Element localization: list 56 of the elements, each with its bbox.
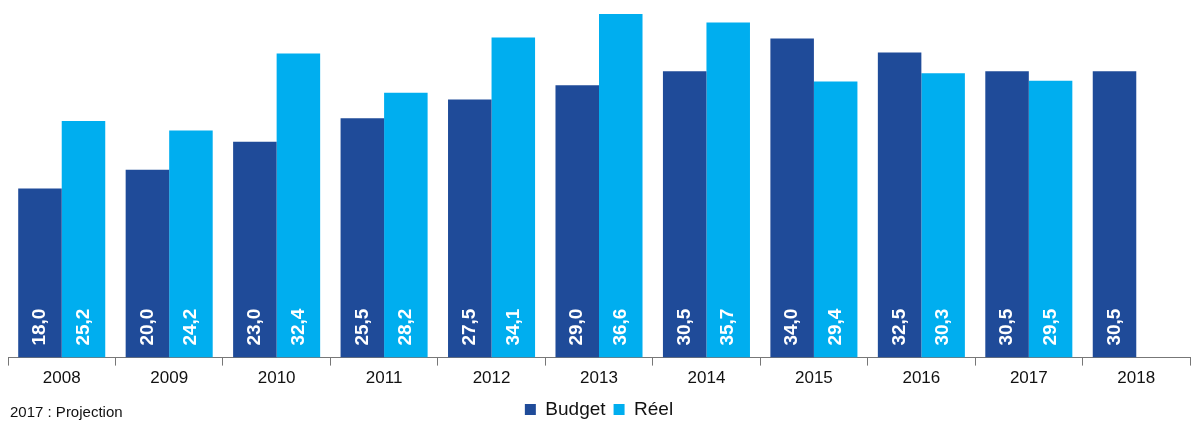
data-label: 23,0 <box>243 308 265 346</box>
bar <box>921 73 965 358</box>
x-tick-label: 2014 <box>687 368 726 388</box>
legend-label: Réel <box>634 397 674 419</box>
x-tick-label: 2008 <box>42 368 81 388</box>
x-tick-label: 2012 <box>472 368 511 388</box>
data-label: 34,1 <box>501 308 523 346</box>
bar <box>985 71 1029 358</box>
data-label: 30,3 <box>931 308 953 346</box>
x-tick-label: 2017 <box>1009 368 1048 388</box>
data-label: 18,0 <box>28 308 50 346</box>
data-label: 29,4 <box>823 308 845 346</box>
data-label: 30,5 <box>1102 308 1124 346</box>
bar <box>491 37 536 358</box>
data-label: 32,5 <box>887 308 909 346</box>
bar <box>125 169 170 358</box>
bar <box>340 118 385 358</box>
bar <box>770 38 814 358</box>
bar <box>555 85 599 358</box>
x-tick-label: 2013 <box>580 368 618 388</box>
x-tick-label: 2011 <box>365 368 403 388</box>
legend-label: Budget <box>545 397 607 419</box>
data-label: 20,0 <box>135 308 157 346</box>
data-label: 30,5 <box>995 308 1017 346</box>
data-label: 34,0 <box>780 308 802 346</box>
bar <box>1028 80 1073 358</box>
x-tick-label: 2018 <box>1117 368 1156 388</box>
data-label: 32,4 <box>286 308 308 346</box>
bar <box>706 22 750 358</box>
bar <box>662 71 707 358</box>
data-label: 24,2 <box>179 308 201 346</box>
bar <box>599 14 643 358</box>
data-label: 29,0 <box>565 308 587 346</box>
bar <box>276 53 321 358</box>
bar <box>233 141 277 358</box>
bar <box>813 81 858 358</box>
bar <box>877 52 922 358</box>
x-tick-label: 2015 <box>795 368 833 388</box>
data-label: 25,5 <box>350 308 372 346</box>
bar <box>1092 71 1137 358</box>
data-label: 30,5 <box>672 308 694 346</box>
data-label: 28,2 <box>394 308 416 346</box>
bar <box>448 99 492 358</box>
text: 2017 : Projection <box>10 403 123 420</box>
x-tick-label: 2009 <box>150 368 189 388</box>
data-label: 36,6 <box>608 308 630 346</box>
bar <box>169 130 213 358</box>
data-label: 27,5 <box>458 308 480 346</box>
data-label: 35,7 <box>716 308 738 346</box>
data-label: 29,5 <box>1038 308 1060 346</box>
bar <box>18 188 62 358</box>
x-tick-label: 2016 <box>902 368 941 388</box>
bar <box>61 121 106 358</box>
data-label: 25,2 <box>71 308 93 346</box>
bar <box>384 92 428 358</box>
x-tick-label: 2010 <box>257 368 296 388</box>
